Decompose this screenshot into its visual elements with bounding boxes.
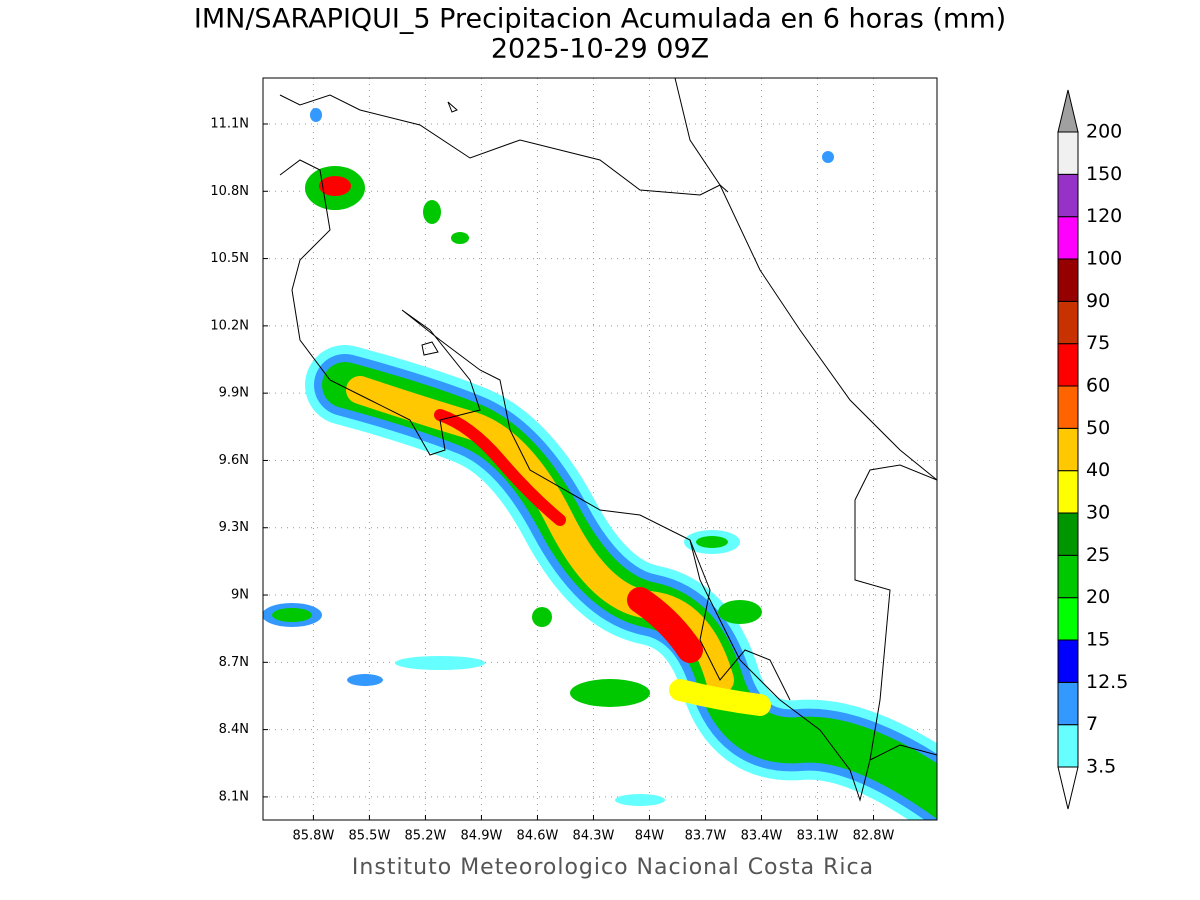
colorbar-label: 15 xyxy=(1086,629,1110,651)
y-tick-label: 9N xyxy=(231,588,249,603)
colorbar-under xyxy=(1057,766,1079,810)
colorbar-box xyxy=(1057,639,1079,683)
map-subtitle: 2025-10-29 09Z xyxy=(491,34,709,65)
x-tick-label: 85.5W xyxy=(349,829,391,844)
colorbar-box xyxy=(1057,470,1079,514)
x-tick-label: 83.7W xyxy=(685,829,727,844)
x-tick-label: 82.8W xyxy=(853,829,895,844)
colorbar-label: 150 xyxy=(1086,163,1122,185)
colorbar-box xyxy=(1057,724,1079,768)
colorbar-box xyxy=(1057,554,1079,599)
colorbar-label: 20 xyxy=(1086,586,1110,608)
x-tick-label: 83.4W xyxy=(741,829,783,844)
x-tick-label: 85.2W xyxy=(405,829,447,844)
rain-band xyxy=(305,345,937,820)
y-tick-label: 10.8N xyxy=(210,184,249,199)
colorbar-label: 25 xyxy=(1086,544,1110,566)
x-tick-label: 83.1W xyxy=(797,829,839,844)
map-title: IMN/SARAPIQUI_5 Precipitacion Acumulada … xyxy=(194,4,1006,35)
colorbar-box xyxy=(1057,343,1079,387)
y-tick-label: 9.9N xyxy=(219,386,249,401)
colorbar-box xyxy=(1057,258,1079,302)
colorbar-label: 75 xyxy=(1086,332,1110,354)
rain-cells xyxy=(263,108,834,806)
colorbar-label: 100 xyxy=(1086,248,1122,270)
colorbar-over xyxy=(1057,89,1079,133)
y-tick-label: 8.1N xyxy=(219,789,249,804)
colorbar-label: 50 xyxy=(1086,417,1110,439)
axis-ticks: 85.8W 85.5W 85.2W 84.9W 84.6W 84.3W 84W 83.7W 83… xyxy=(210,116,894,843)
y-tick-label: 9.3N xyxy=(219,520,249,535)
y-tick-label: 8.7N xyxy=(219,655,249,670)
y-tick-label: 10.5N xyxy=(210,251,249,266)
x-tick-label: 84.9W xyxy=(461,829,503,844)
colorbar: 3.5 7 12.5 15 20 25 30 40 50 60 75 90 100 120 150 200 xyxy=(1057,89,1128,810)
colorbar-label: 120 xyxy=(1086,205,1122,227)
y-tick-label: 10.2N xyxy=(210,318,249,333)
y-tick-label: 9.6N xyxy=(219,453,249,468)
colorbar-box xyxy=(1057,216,1079,260)
colorbar-box xyxy=(1057,427,1079,472)
colorbar-box xyxy=(1057,385,1079,429)
coastlines xyxy=(279,78,937,802)
colorbar-label: 3.5 xyxy=(1086,756,1116,778)
credit: Instituto Meteorologico Nacional Costa R… xyxy=(352,855,874,880)
precipitation-field xyxy=(263,78,937,820)
colorbar-box xyxy=(1057,131,1079,175)
x-tick-label: 84.6W xyxy=(517,829,559,844)
colorbar-label: 40 xyxy=(1086,459,1110,481)
colorbar-box xyxy=(1057,512,1079,556)
colorbar-label: 7 xyxy=(1086,713,1098,735)
colorbar-label: 90 xyxy=(1086,290,1110,312)
x-tick-label: 84.3W xyxy=(573,829,615,844)
colorbar-box xyxy=(1057,173,1079,218)
colorbar-box xyxy=(1057,597,1079,641)
x-tick-label: 84W xyxy=(635,829,665,844)
colorbar-box xyxy=(1057,681,1079,726)
y-tick-label: 8.4N xyxy=(219,722,249,737)
colorbar-label: 60 xyxy=(1086,375,1110,397)
y-tick-label: 11.1N xyxy=(210,116,249,131)
plot-frame xyxy=(262,77,938,821)
colorbar-label: 200 xyxy=(1086,121,1122,143)
colorbar-box xyxy=(1057,300,1079,345)
colorbar-label: 30 xyxy=(1086,502,1110,524)
x-tick-label: 85.8W xyxy=(293,829,335,844)
colorbar-label: 12.5 xyxy=(1086,671,1128,693)
